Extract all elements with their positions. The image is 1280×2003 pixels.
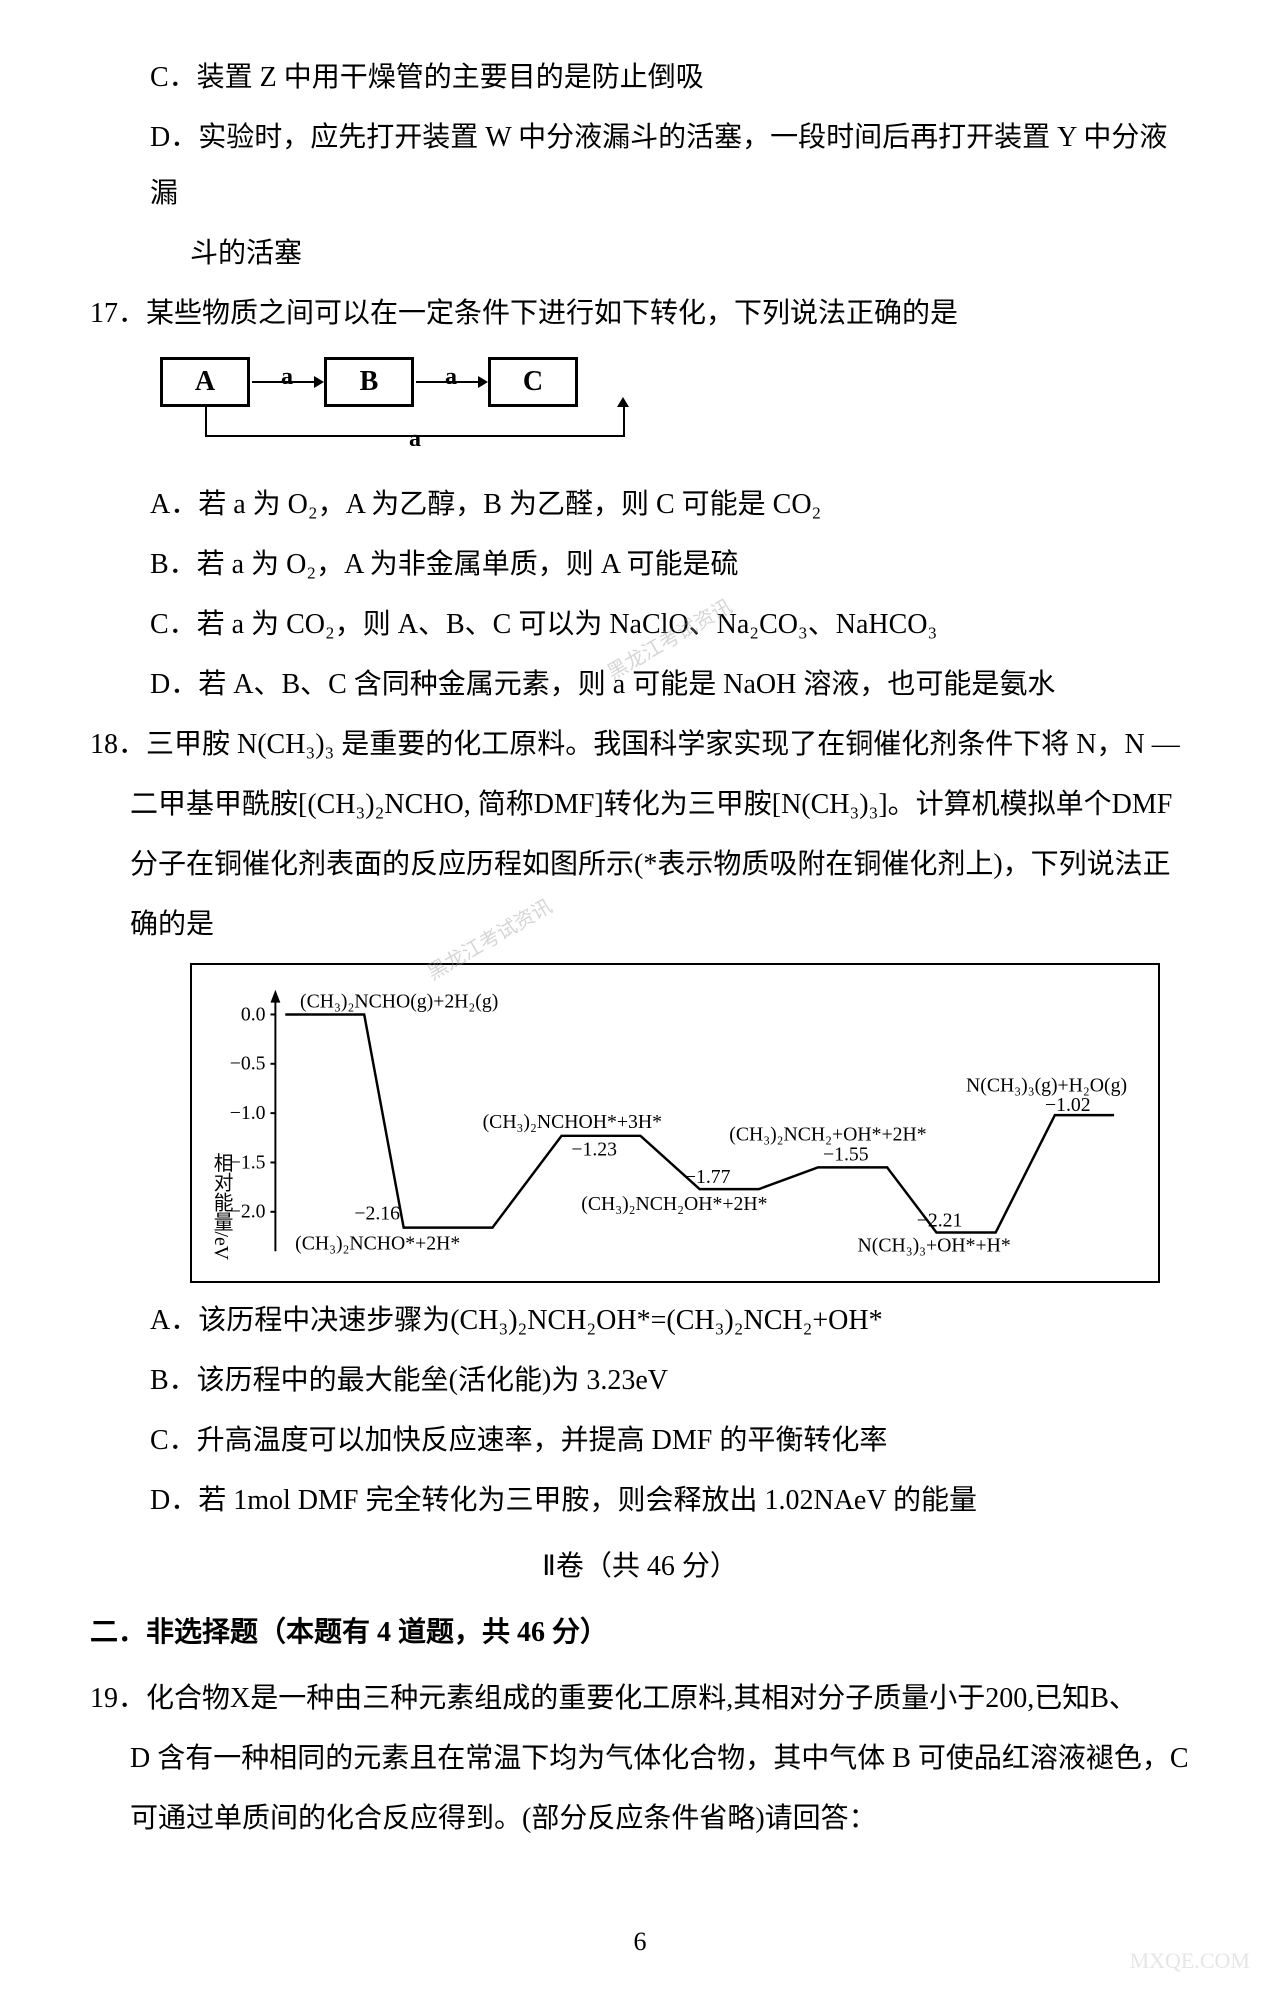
stem-text: 确的是 <box>130 909 214 940</box>
option-text: D．若 A、B、C 含同种金属元素，则 a 可能是 NaOH 溶液，也可能是氨水 <box>150 669 1055 700</box>
section-title-text: Ⅱ卷（共 46 分） <box>542 1551 738 1582</box>
value-5: −2.21 <box>917 1210 963 1232</box>
option-text: B．该历程中的最大能垒(活化能)为 3.23eV <box>150 1365 668 1396</box>
subsection-title-text: 二．非选择题（本题有 4 道题，共 46 分） <box>90 1617 608 1648</box>
q16-option-d-line2: 斗的活塞 <box>90 226 1190 282</box>
flow-node-c: C <box>488 357 578 407</box>
q16-option-d-line1: D．实验时，应先打开装置 W 中分液漏斗的活塞，一段时间后再打开装置 Y 中分液… <box>90 110 1190 222</box>
value-4: −1.55 <box>823 1143 869 1165</box>
label-2: (CH₃)₂NCHOH*+3H* <box>483 1111 662 1133</box>
flow-bottom-arrow: a <box>205 407 625 437</box>
label-1: (CH₃)₂NCHO*+2H* <box>295 1232 460 1254</box>
value-3: −1.77 <box>685 1166 731 1188</box>
q16-option-c: C．装置 Z 中用干燥管的主要目的是防止倒吸 <box>90 50 1190 106</box>
option-text: A．若 a 为 O₂，A 为乙醇，B 为乙醛，则 C 可能是 CO₂ <box>150 489 821 520</box>
label-6: N(CH₃)₃(g)+H₂O(g) <box>966 1074 1127 1096</box>
q18-stem-l2: 二甲基甲酰胺[(CH₃)₂NCHO, 简称DMF]转化为三甲胺[N(CH₃)₃]… <box>90 777 1190 833</box>
q18-option-d: D．若 1mol DMF 完全转化为三甲胺，则会释放出 1.02NAeV 的能量 <box>90 1473 1190 1529</box>
stem-text: 可通过单质间的化合反应得到。(部分反应条件省略)请回答： <box>130 1803 877 1834</box>
ytick-0: 0.0 <box>241 1003 266 1025</box>
label-3: (CH₃)₂NCH₂OH*+2H* <box>581 1193 767 1215</box>
flow-node-a: A <box>160 357 250 407</box>
q17-stem: 17．某些物质之间可以在一定条件下进行如下转化，下列说法正确的是 <box>90 286 1190 342</box>
ytick-1: −0.5 <box>230 1053 266 1075</box>
option-text: B．若 a 为 O₂，A 为非金属单质，则 A 可能是硫 <box>150 549 738 580</box>
flow-arrow-1: a <box>252 381 322 383</box>
q18-stem-l1: 18．三甲胺 N(CH₃)₃ 是重要的化工原料。我国科学家实现了在铜催化剂条件下… <box>90 717 1190 773</box>
q17-option-c: C．若 a 为 CO₂，则 A、B、C 可以为 NaClO、Na₂CO₃、NaH… <box>90 597 1190 653</box>
q18-stem-l4: 确的是 <box>90 897 1190 953</box>
stem-text: 二甲基甲酰胺[(CH₃)₂NCHO, 简称DMF]转化为三甲胺[N(CH₃)₃]… <box>130 789 1172 820</box>
section-2-title: Ⅱ卷（共 46 分） <box>90 1539 1190 1595</box>
option-text: 斗的活塞 <box>190 238 302 269</box>
q18-energy-chart: 0.0 −0.5 −1.0 −1.5 −2.0 相对能量/eV (CH₃)₂NC… <box>190 963 1160 1283</box>
watermark-br: MXQE.COM <box>1130 1939 1250 1983</box>
q18-option-b: B．该历程中的最大能垒(活化能)为 3.23eV <box>90 1353 1190 1409</box>
option-text: A．该历程中决速步骤为(CH₃)₂NCH₂OH*=(CH₃)₂NCH₂+OH* <box>150 1305 883 1336</box>
ytick-4: −2.0 <box>230 1201 266 1223</box>
flow-node-b: B <box>324 357 414 407</box>
label-4: (CH₃)₂NCH₂+OH*+2H* <box>729 1124 926 1146</box>
energy-chart-svg: 0.0 −0.5 −1.0 −1.5 −2.0 相对能量/eV (CH₃)₂NC… <box>202 975 1148 1271</box>
y-axis-label: 相对能量/eV <box>210 1153 233 1261</box>
q17-option-a: A．若 a 为 O₂，A 为乙醇，B 为乙醛，则 C 可能是 CO₂ <box>90 477 1190 533</box>
q19-stem-l2: D 含有一种相同的元素且在常温下均为气体化合物，其中气体 B 可使品红溶液褪色，… <box>90 1731 1190 1787</box>
stem-text: D 含有一种相同的元素且在常温下均为气体化合物，其中气体 B 可使品红溶液褪色，… <box>130 1743 1189 1774</box>
value-6: −1.02 <box>1045 1094 1091 1116</box>
q19-stem-l1: 19．化合物X是一种由三种元素组成的重要化工原料,其相对分子质量小于200,已知… <box>90 1671 1190 1727</box>
stem-text: 19．化合物X是一种由三种元素组成的重要化工原料,其相对分子质量小于200,已知… <box>90 1683 1137 1714</box>
q17-flow-diagram: A a B a C a <box>160 357 1190 437</box>
option-text: D．实验时，应先打开装置 W 中分液漏斗的活塞，一段时间后再打开装置 Y 中分液… <box>150 122 1167 209</box>
option-text: D．若 1mol DMF 完全转化为三甲胺，则会释放出 1.02NAeV 的能量 <box>150 1485 977 1516</box>
label-start: (CH₃)₂NCHO(g)+2H₂(g) <box>300 991 498 1013</box>
option-text: C．装置 Z 中用干燥管的主要目的是防止倒吸 <box>150 62 704 93</box>
ytick-2: −1.0 <box>230 1102 266 1124</box>
q18-option-c: C．升高温度可以加快反应速率，并提高 DMF 的平衡转化率 <box>90 1413 1190 1469</box>
page-number: 6 <box>634 1916 647 1968</box>
q17-option-d: D．若 A、B、C 含同种金属元素，则 a 可能是 NaOH 溶液，也可能是氨水 <box>90 657 1190 713</box>
q19-stem-l3: 可通过单质间的化合反应得到。(部分反应条件省略)请回答： <box>90 1791 1190 1847</box>
ytick-3: −1.5 <box>230 1151 266 1173</box>
section-2-subtitle: 二．非选择题（本题有 4 道题，共 46 分） <box>90 1605 1190 1661</box>
q18-stem-l3: 分子在铜催化剂表面的反应历程如图所示(*表示物质吸附在铜催化剂上)，下列说法正 <box>90 837 1190 893</box>
value-1: −2.16 <box>354 1203 400 1225</box>
flow-arrow-label: a <box>445 353 457 401</box>
flow-bottom-label: a <box>409 415 421 463</box>
flow-arrow-label: a <box>281 353 293 401</box>
q17-option-b: B．若 a 为 O₂，A 为非金属单质，则 A 可能是硫 <box>90 537 1190 593</box>
option-text: C．若 a 为 CO₂，则 A、B、C 可以为 NaClO、Na₂CO₃、NaH… <box>150 609 937 640</box>
q18-option-a: A．该历程中决速步骤为(CH₃)₂NCH₂OH*=(CH₃)₂NCH₂+OH* <box>90 1293 1190 1349</box>
stem-text: 18．三甲胺 N(CH₃)₃ 是重要的化工原料。我国科学家实现了在铜催化剂条件下… <box>90 729 1180 760</box>
value-2: −1.23 <box>571 1139 617 1161</box>
label-5: N(CH₃)₃+OH*+H* <box>858 1234 1011 1256</box>
stem-text: 17．某些物质之间可以在一定条件下进行如下转化，下列说法正确的是 <box>90 298 958 329</box>
flow-arrow-2: a <box>416 381 486 383</box>
option-text: C．升高温度可以加快反应速率，并提高 DMF 的平衡转化率 <box>150 1425 887 1456</box>
stem-text: 分子在铜催化剂表面的反应历程如图所示(*表示物质吸附在铜催化剂上)，下列说法正 <box>130 849 1171 880</box>
